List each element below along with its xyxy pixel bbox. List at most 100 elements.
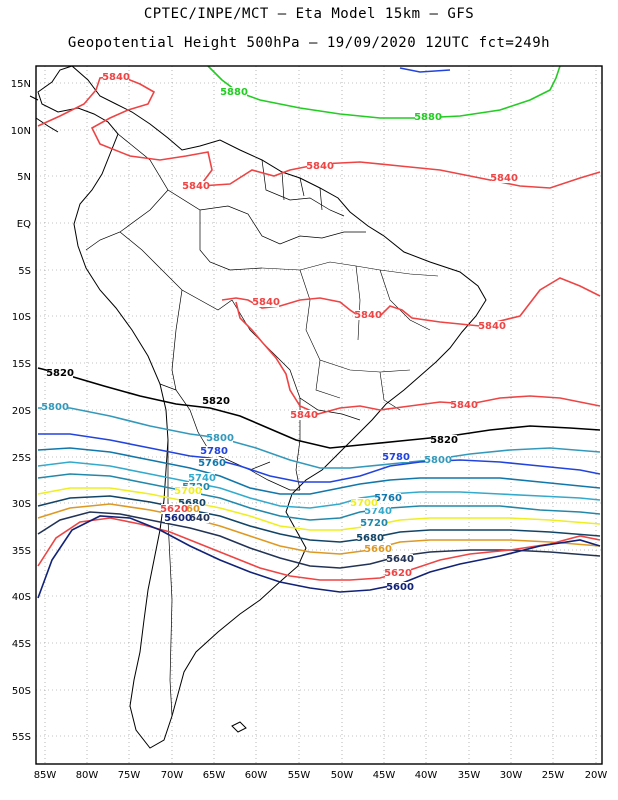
lat-tick-label: 55S <box>12 732 31 743</box>
contour-label-5780: 5780 <box>382 452 410 463</box>
contour-label-bg <box>165 513 191 523</box>
lat-tick-label: 15N <box>11 79 31 90</box>
contour-label-bg <box>221 87 247 97</box>
lon-tick-label: 20W <box>585 770 608 781</box>
lon-tick-label: 30W <box>500 770 523 781</box>
contour-label-bg <box>201 446 227 456</box>
lon-tick-label: 55W <box>288 770 311 781</box>
contour-label-5680: 5680 <box>178 498 206 509</box>
contour-label-bg <box>207 433 233 443</box>
contour-label-5840: 5840 <box>252 297 280 308</box>
contour-label-bg <box>47 368 73 378</box>
contour-label-bg <box>387 554 413 564</box>
contour-5800 <box>38 407 601 469</box>
contour-label-bg <box>375 493 401 503</box>
central-america-coast <box>29 95 59 133</box>
lon-tick-label: 40W <box>415 770 438 781</box>
contour-label-bg <box>425 455 451 465</box>
contour-label-5880: 5880 <box>414 112 442 123</box>
contour-label-bg <box>42 402 68 412</box>
contour-label-bg <box>385 568 411 578</box>
lon-tick-label: 75W <box>118 770 141 781</box>
contour-label-5640: 5640 <box>182 513 210 524</box>
contour-label-5620: 5620 <box>160 504 188 515</box>
longitude-axis: 85W 80W 75W 70W 65W 60W 55W 50W 45W 40W 35W 30W 25W 2… <box>34 770 608 781</box>
contour-label-5840: 5840 <box>182 181 210 192</box>
map-frame <box>35 65 603 765</box>
contour-5780 <box>38 433 601 483</box>
contour-label-bg <box>351 498 377 508</box>
lat-tick-label: 30S <box>12 499 31 510</box>
contour-label-bg <box>365 544 391 554</box>
contour-label-5800: 5800 <box>41 402 69 413</box>
contour-label-bg <box>183 181 209 191</box>
lat-tick-label: EQ <box>17 219 31 230</box>
lat-tick-label: 35S <box>12 546 31 557</box>
contour-5660 <box>37 503 601 555</box>
contour-label-5760: 5760 <box>198 458 226 469</box>
chart-title-line1: CPTEC/INPE/MCT – Eta Model 15km – GFS <box>143 6 475 22</box>
contour-label-bg <box>291 410 317 420</box>
graticule <box>36 66 602 764</box>
contour-label-5800: 5800 <box>206 433 234 444</box>
lon-tick-label: 50W <box>331 770 354 781</box>
contour-5620 <box>37 517 601 581</box>
contour-5740 <box>37 461 601 509</box>
contour-5840-top-blue-fragment <box>399 67 451 73</box>
contour-label-5840: 5840 <box>490 173 518 184</box>
contour-label-5600: 5600 <box>164 513 192 524</box>
contour-label-5840: 5840 <box>478 321 506 332</box>
contour-label-5720: 5720 <box>360 518 388 529</box>
contour-label-5820: 5820 <box>46 368 74 379</box>
contour-label-bg <box>189 473 215 483</box>
contour-label-bg <box>357 533 383 543</box>
contour-label-5780: 5780 <box>200 446 228 457</box>
contour-label-bg <box>479 321 505 331</box>
lon-tick-label: 35W <box>458 770 481 781</box>
contour-5720 <box>37 473 601 521</box>
falkland-coast <box>231 721 247 733</box>
lat-tick-label: 25S <box>12 453 31 464</box>
lat-tick-label: 20S <box>12 406 31 417</box>
contour-label-bg <box>179 498 205 508</box>
contour-labels: 5880 5880 5840 5840 5840 5840 5840 5840 5840 5840… <box>41 72 518 593</box>
contour-label-5760: 5760 <box>374 493 402 504</box>
contour-label-5840: 5840 <box>306 161 334 172</box>
contour-label-5600: 5600 <box>386 582 414 593</box>
contour-label-5740: 5740 <box>188 473 216 484</box>
contour-label-bg <box>199 458 225 468</box>
contour-label-bg <box>307 161 333 171</box>
latitude-axis: 15N 10N 5N EQ 5S 10S 15S 20S 25S 30S 35S 40S 45S 50S 5… <box>11 79 31 743</box>
lat-tick-label: 40S <box>12 592 31 603</box>
contour-label-bg <box>383 452 409 462</box>
contour-label-bg <box>103 72 129 82</box>
contour-label-5700: 5700 <box>350 498 378 509</box>
lon-tick-label: 25W <box>542 770 565 781</box>
contour-5820 <box>37 367 601 449</box>
brazil-states <box>261 261 439 411</box>
contour-label-bg <box>161 504 187 514</box>
contour-5600 <box>37 515 601 599</box>
contour-label-5840: 5840 <box>290 410 318 421</box>
lat-tick-label: 5S <box>18 266 31 277</box>
contour-5680 <box>37 495 601 543</box>
contour-label-bg <box>365 506 391 516</box>
contour-label-bg <box>175 486 201 496</box>
contour-lines <box>37 65 601 599</box>
contour-5700 <box>37 487 601 531</box>
contour-label-5820: 5820 <box>430 435 458 446</box>
lon-tick-label: 85W <box>34 770 57 781</box>
contour-label-5700: 5700 <box>174 486 202 497</box>
contour-label-bg <box>387 582 413 592</box>
country-borders <box>85 133 366 717</box>
contour-label-5820: 5820 <box>202 396 230 407</box>
lat-tick-label: 50S <box>12 686 31 697</box>
contour-label-5840: 5840 <box>450 400 478 411</box>
contour-label-bg <box>431 435 457 445</box>
contour-5760 <box>37 447 601 495</box>
lat-tick-label: 15S <box>12 359 31 370</box>
contour-label-5680: 5680 <box>356 533 384 544</box>
lat-tick-label: 5N <box>17 172 31 183</box>
contour-label-bg <box>415 112 441 122</box>
